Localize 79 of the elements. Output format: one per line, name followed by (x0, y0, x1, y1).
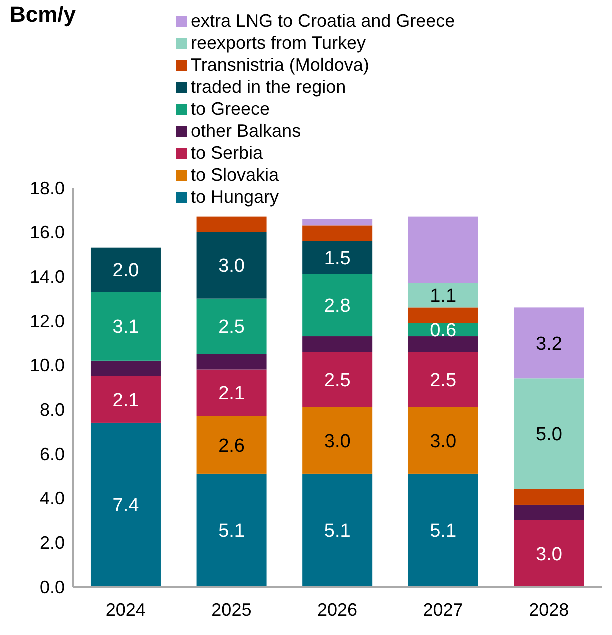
legend-label: traded in the region (191, 76, 346, 98)
data-label: 7.4 (112, 496, 140, 517)
y-tick-label: 12.0 (30, 311, 65, 332)
data-label: 2.5 (430, 370, 457, 392)
data-label: 3.0 (430, 431, 457, 452)
y-tick-label: 4.0 (40, 488, 65, 509)
bar (302, 241, 373, 274)
x-tick-label: 2025 (212, 600, 252, 620)
bar (408, 308, 478, 324)
y-tick-label: 10.0 (30, 356, 65, 376)
legend-label: extra LNG to Croatia and Greece (191, 10, 456, 32)
bar (196, 416, 267, 474)
data-label: 0.6 (430, 320, 457, 342)
bar (514, 489, 584, 505)
data-label: 2.8 (324, 296, 351, 318)
bar (90, 360, 161, 376)
bar (302, 219, 373, 226)
bar (196, 354, 267, 370)
bar (514, 308, 584, 379)
x-tick-label: 2027 (423, 600, 464, 620)
bar (302, 407, 373, 474)
bar (302, 274, 373, 337)
legend-label: Transnistria (Moldova) (191, 54, 370, 76)
y-tick-label: 8.0 (40, 400, 65, 420)
legend-label: other Balkans (191, 120, 302, 142)
y-tick-label: 0.0 (40, 577, 65, 598)
x-tick-label: 2024 (106, 600, 146, 620)
data-label: 5.0 (536, 424, 562, 446)
data-label: 2.6 (218, 436, 245, 457)
legend-label: to Hungary (191, 186, 280, 208)
legend-label: reexports from Turkey (191, 32, 366, 54)
data-label: 1.5 (324, 248, 351, 270)
data-label: 3.0 (324, 431, 351, 452)
bar (408, 283, 478, 308)
data-label: 3.0 (218, 256, 245, 278)
legend-label: to Greece (191, 98, 270, 120)
data-label: 5.1 (324, 521, 351, 542)
y-tick-label: 16.0 (30, 222, 65, 243)
bar (196, 216, 267, 232)
bar (90, 248, 161, 292)
x-tick-label: 2026 (317, 600, 358, 620)
bar (196, 474, 267, 587)
bar (514, 520, 584, 587)
bar (196, 298, 267, 354)
legend-label: to Slovakia (191, 164, 280, 186)
bar (408, 336, 478, 352)
bar (90, 292, 161, 361)
bar (408, 407, 478, 474)
data-label: 3.0 (536, 544, 562, 566)
data-label: 2.1 (218, 384, 245, 405)
text: Bcm/y (10, 2, 76, 28)
bar (302, 474, 373, 587)
data-label: 2.0 (112, 260, 140, 282)
bar (408, 474, 478, 587)
data-label: 3.1 (112, 317, 140, 338)
data-label: 2.5 (218, 317, 245, 338)
bar (196, 370, 267, 416)
data-label: 1.1 (430, 286, 457, 308)
data-label: 2.1 (112, 390, 140, 412)
bar (408, 216, 478, 284)
y-tick-label: 2.0 (40, 533, 65, 554)
y-tick-label: 6.0 (40, 444, 65, 464)
data-label: 3.2 (536, 334, 562, 355)
bar (514, 378, 584, 490)
data-label: 5.1 (430, 521, 457, 542)
y-tick-label: 14.0 (30, 267, 65, 288)
bar (302, 226, 373, 242)
bar (90, 376, 161, 423)
bar (302, 336, 373, 352)
data-label: 2.5 (324, 370, 351, 392)
legend-label: to Serbia (191, 142, 264, 164)
bar (196, 232, 267, 299)
y-tick-label: 18.0 (30, 178, 65, 198)
bar (90, 422, 161, 587)
x-tick-label: 2028 (529, 600, 570, 620)
data-label: 5.1 (218, 521, 245, 542)
bar (302, 352, 373, 408)
bar (514, 504, 584, 520)
bar (408, 352, 478, 408)
